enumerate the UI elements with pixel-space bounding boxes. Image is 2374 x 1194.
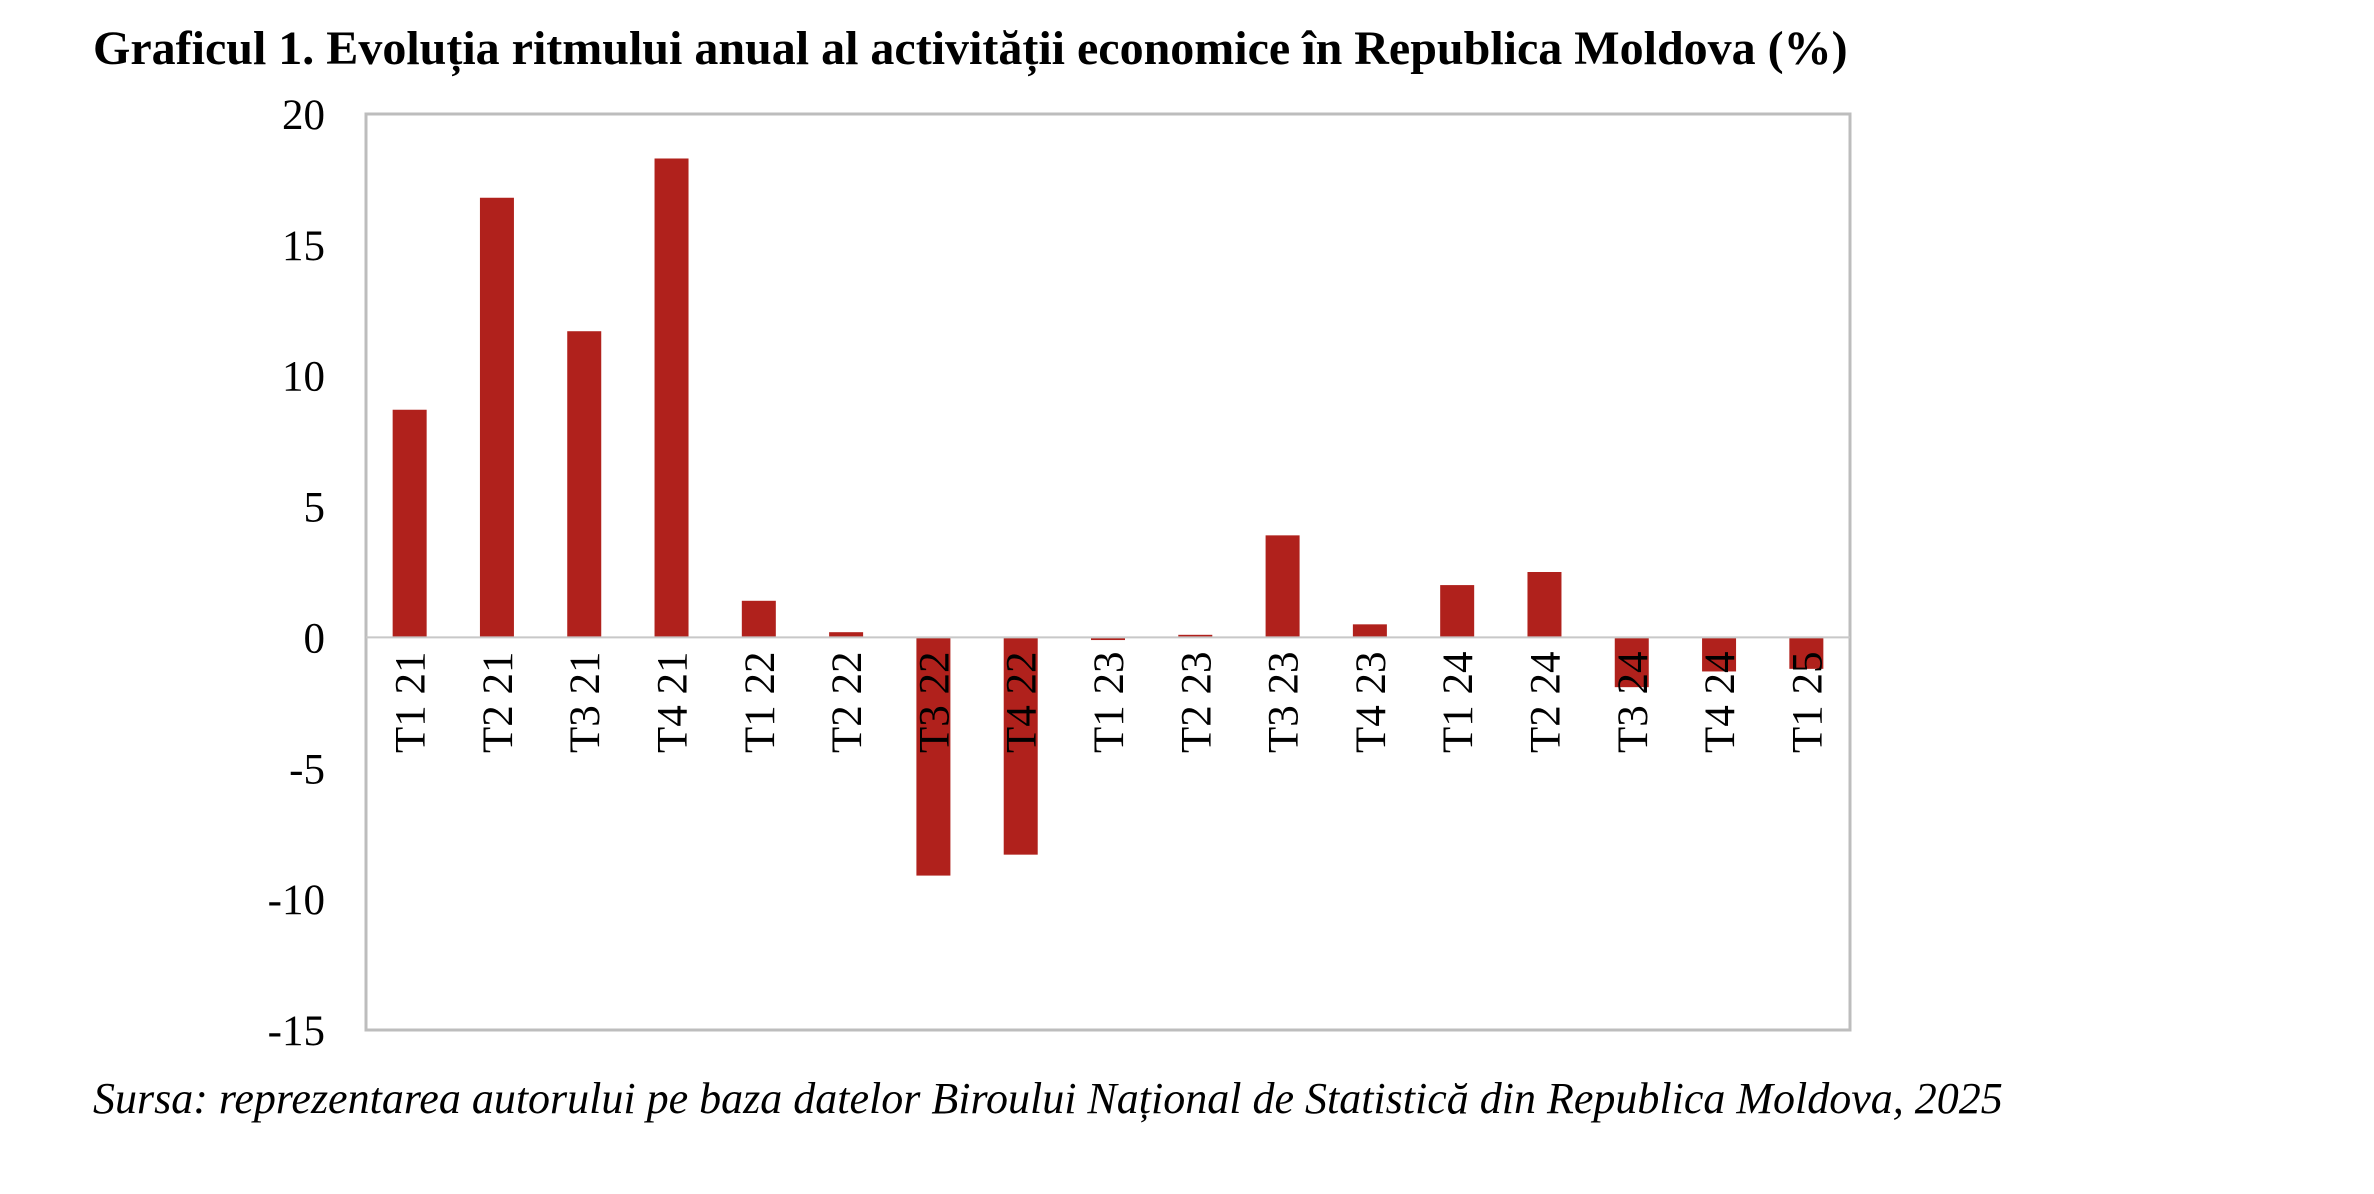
bar-t3-22 (916, 637, 951, 876)
y-tick-label: 20 (282, 92, 325, 139)
y-tick-label: 15 (282, 223, 325, 270)
bar-t2-24 (1527, 572, 1562, 638)
bar-t4-22 (1003, 637, 1038, 855)
y-tick-label: 5 (304, 485, 326, 532)
x-tick-label: T2 22 (824, 651, 871, 753)
bar-t4-24 (1702, 637, 1737, 672)
y-axis-tick-labels: 20 15 10 5 0 -5 -10 -15 (268, 92, 325, 1055)
plot-frame (364, 112, 1852, 1032)
bars-layer (392, 158, 1824, 876)
y-tick-label: -10 (268, 877, 325, 924)
x-tick-label: T4 24 (1697, 651, 1744, 753)
x-axis-tick-labels: T1 21 T2 21 T3 21 T4 21 T1 22 T2 22 T3 22 T4 22… (388, 651, 1832, 753)
bar-t3-23 (1265, 535, 1300, 638)
x-tick-label: T1 25 (1784, 651, 1831, 753)
x-tick-label: T1 23 (1086, 651, 1133, 753)
x-tick-label: T1 21 (388, 651, 435, 753)
x-tick-label: T3 22 (911, 651, 958, 753)
y-tick-label: 10 (282, 354, 325, 401)
x-tick-label: T2 21 (475, 651, 522, 753)
x-tick-label: T4 23 (1348, 651, 1395, 753)
bar-t1-22 (741, 600, 776, 638)
bar-t4-21 (654, 158, 689, 638)
chart-title: Graficul 1. Evoluția ritmului anual al a… (93, 22, 1848, 75)
x-tick-label: T1 22 (737, 651, 784, 753)
plot-area-frame (364, 112, 1852, 1032)
bar-t1-25 (1789, 637, 1824, 669)
bar-t2-23 (1178, 634, 1213, 638)
y-tick-label: -5 (289, 746, 325, 793)
bar-t2-21 (479, 197, 514, 638)
y-tick-label: 0 (304, 615, 326, 662)
x-tick-label: T3 21 (562, 651, 609, 753)
y-tick-label: -15 (268, 1008, 325, 1055)
bar-t2-22 (829, 632, 864, 638)
x-tick-label: T2 24 (1522, 651, 1569, 753)
bar-t1-21 (392, 409, 427, 638)
bar-t3-24 (1614, 637, 1649, 688)
x-tick-label: T4 21 (650, 651, 697, 753)
x-tick-label: T1 24 (1435, 651, 1482, 753)
x-tick-label: T2 23 (1173, 651, 1220, 753)
x-tick-label: T3 23 (1261, 651, 1308, 753)
source-note: Sursa: reprezentarea autorului pe baza d… (93, 1074, 2003, 1123)
x-tick-label: T3 24 (1610, 651, 1657, 753)
bar-t1-23 (1091, 637, 1125, 641)
x-tick-label: T4 22 (999, 651, 1046, 753)
bar-t1-24 (1440, 585, 1475, 638)
bar-t3-21 (567, 331, 602, 638)
bar-t4-23 (1352, 624, 1387, 638)
